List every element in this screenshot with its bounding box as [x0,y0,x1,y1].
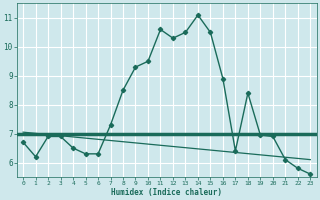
X-axis label: Humidex (Indice chaleur): Humidex (Indice chaleur) [111,188,222,197]
